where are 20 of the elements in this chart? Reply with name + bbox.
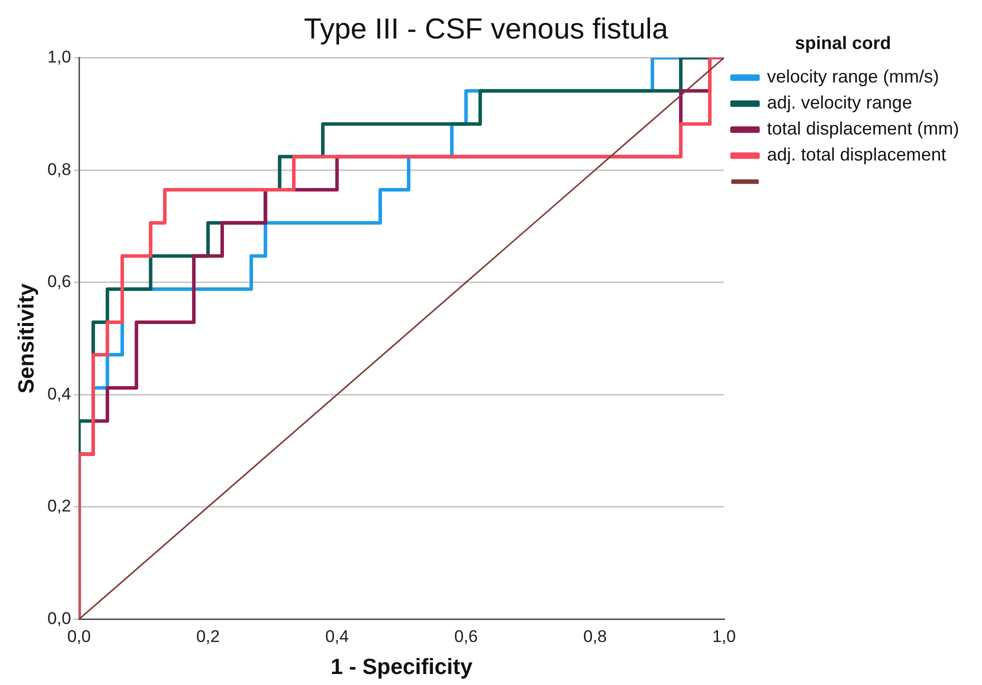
- x-tick-label: 0,0: [67, 627, 91, 646]
- legend-label: velocity range (mm/s): [767, 66, 940, 87]
- chart-title: Type III - CSF venous fistula: [304, 13, 669, 46]
- y-tick-label: 1,0: [47, 47, 72, 66]
- legend-label: total displacement (mm): [767, 118, 960, 139]
- y-tick-label: 0,8: [47, 160, 72, 179]
- x-tick-label: 0,2: [196, 627, 220, 646]
- x-tick-label: 0,8: [583, 627, 607, 646]
- x-tick-label: 0,4: [325, 627, 349, 646]
- y-axis-title: Sensitivity: [13, 282, 38, 394]
- y-tick-label: 0,2: [47, 496, 72, 516]
- x-tick-label: 1,0: [712, 627, 736, 646]
- y-tick-label: 0,4: [47, 384, 72, 404]
- legend-title: spinal cord: [794, 32, 892, 53]
- legend-label: adj. velocity range: [767, 92, 912, 113]
- legend-label: adj. total displacement: [767, 144, 946, 165]
- y-tick-label: 0,0: [47, 608, 72, 628]
- y-tick-label: 0,6: [47, 272, 72, 292]
- x-tick-label: 0,6: [454, 627, 478, 646]
- x-axis-title: 1 - Specificity: [330, 654, 474, 679]
